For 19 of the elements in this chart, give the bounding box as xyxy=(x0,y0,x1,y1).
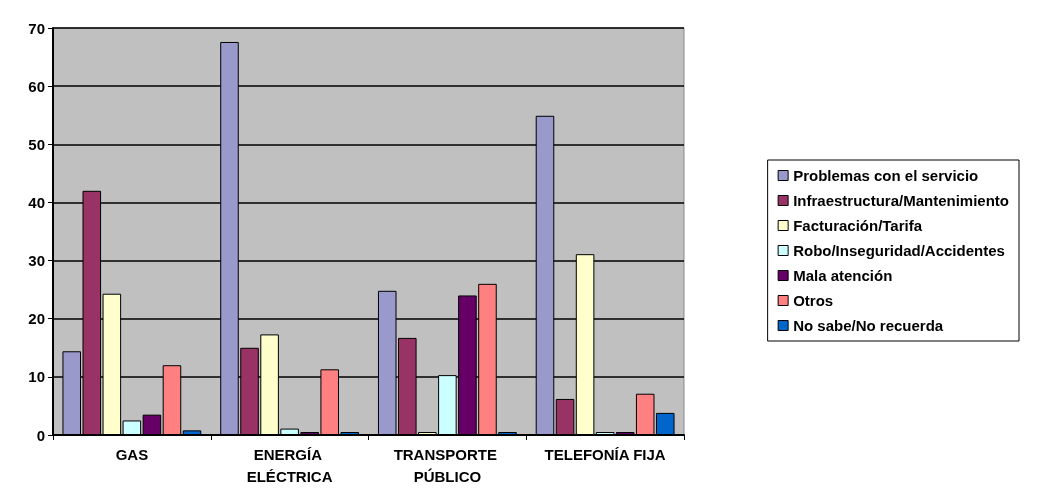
y-tick-label: 50 xyxy=(28,135,45,153)
y-tick-label: 20 xyxy=(28,310,45,328)
y-tick-label: 40 xyxy=(28,193,45,211)
legend-label: Infraestructura/Mantenimiento xyxy=(793,192,1010,209)
x-tick-label: ENERGÍA ELÉCTRICA xyxy=(246,445,333,485)
legend-label: Robo/Inseguridad/Accidentes xyxy=(793,242,1005,259)
y-tick-label: 60 xyxy=(28,77,45,95)
x-tick-label: GAS xyxy=(115,445,149,463)
y-tick-label: 10 xyxy=(28,368,45,386)
legend-label: No sabe/No recuerda xyxy=(793,317,944,334)
legend-label: Mala atención xyxy=(793,267,893,284)
y-tick-label: 70 xyxy=(28,19,45,37)
y-tick-label: 30 xyxy=(28,252,45,270)
legend-label: Problemas con el servicio xyxy=(793,167,979,184)
y-tick-label: 0 xyxy=(36,426,45,444)
legend-label: Facturación/Tarifa xyxy=(793,217,923,234)
x-tick-label: TRANSPORTE PÚBLICO xyxy=(393,445,502,485)
x-tick-label: TELEFONÍA FIJA xyxy=(544,445,666,463)
legend-label: Otros xyxy=(793,292,834,309)
